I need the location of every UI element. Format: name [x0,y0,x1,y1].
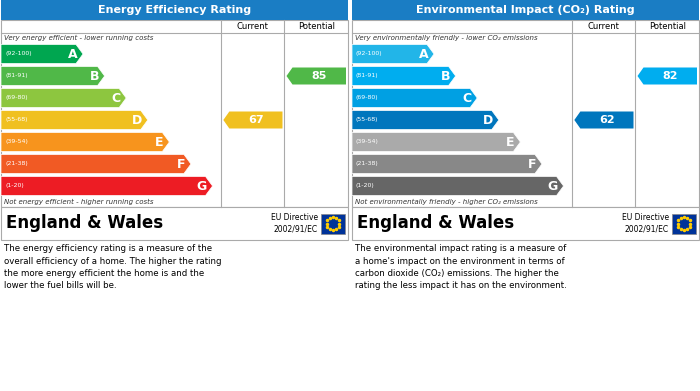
Text: D: D [132,113,142,127]
Text: (69-80): (69-80) [5,95,27,100]
Text: (81-91): (81-91) [356,74,379,79]
Text: D: D [483,113,493,127]
Text: Energy Efficiency Rating: Energy Efficiency Rating [98,5,251,15]
Text: (21-38): (21-38) [5,161,28,167]
Text: England & Wales: England & Wales [357,215,514,233]
Text: (39-54): (39-54) [5,140,28,145]
Text: The energy efficiency rating is a measure of the
overall efficiency of a home. T: The energy efficiency rating is a measur… [4,244,221,291]
Text: G: G [548,179,558,192]
Text: (55-68): (55-68) [5,118,27,122]
Text: Potential: Potential [298,22,335,31]
Text: Not energy efficient - higher running costs: Not energy efficient - higher running co… [4,199,153,205]
Polygon shape [1,133,169,151]
Text: England & Wales: England & Wales [6,215,163,233]
Text: EU Directive
2002/91/EC: EU Directive 2002/91/EC [271,213,318,234]
Bar [672,213,696,233]
Text: C: C [111,91,120,104]
Polygon shape [1,66,104,86]
Text: C: C [463,91,472,104]
Text: 85: 85 [312,71,327,81]
Polygon shape [1,45,83,63]
Text: Not environmentally friendly - higher CO₂ emissions: Not environmentally friendly - higher CO… [355,199,538,205]
Text: (81-91): (81-91) [5,74,27,79]
Text: A: A [419,47,428,61]
Text: (1-20): (1-20) [5,183,24,188]
Bar [352,207,699,240]
Text: (1-20): (1-20) [356,183,374,188]
Text: E: E [155,136,164,149]
Polygon shape [352,88,477,108]
Text: B: B [440,70,450,83]
Text: Current: Current [588,22,620,31]
Text: F: F [528,158,536,170]
Text: F: F [177,158,186,170]
Polygon shape [1,154,191,174]
Polygon shape [352,66,456,86]
Text: Very environmentally friendly - lower CO₂ emissions: Very environmentally friendly - lower CO… [355,35,538,41]
Text: (69-80): (69-80) [356,95,379,100]
Text: (39-54): (39-54) [356,140,379,145]
Text: (92-100): (92-100) [5,52,32,57]
Text: B: B [90,70,99,83]
Polygon shape [1,111,148,129]
Polygon shape [574,111,634,129]
Text: A: A [68,47,78,61]
Text: G: G [197,179,207,192]
Bar [321,213,345,233]
Text: 82: 82 [662,71,678,81]
Bar [1,207,348,240]
Polygon shape [1,88,126,108]
Text: Potential: Potential [649,22,686,31]
Polygon shape [286,68,346,84]
Polygon shape [352,176,564,196]
Text: (21-38): (21-38) [356,161,379,167]
Text: 62: 62 [599,115,615,125]
Polygon shape [223,111,283,129]
Bar [1,20,348,207]
Text: Current: Current [237,22,269,31]
Text: (55-68): (55-68) [356,118,379,122]
Polygon shape [1,176,213,196]
Text: Environmental Impact (CO₂) Rating: Environmental Impact (CO₂) Rating [416,5,635,15]
Polygon shape [352,154,542,174]
Text: 67: 67 [248,115,264,125]
Text: Very energy efficient - lower running costs: Very energy efficient - lower running co… [4,35,153,41]
Bar [1,0,348,20]
Polygon shape [352,133,520,151]
Text: EU Directive
2002/91/EC: EU Directive 2002/91/EC [622,213,669,234]
Polygon shape [352,111,499,129]
Bar [352,20,699,207]
Text: (92-100): (92-100) [356,52,383,57]
Bar [352,0,699,20]
Polygon shape [638,68,697,84]
Text: The environmental impact rating is a measure of
a home's impact on the environme: The environmental impact rating is a mea… [355,244,567,291]
Text: E: E [506,136,515,149]
Polygon shape [352,45,434,63]
